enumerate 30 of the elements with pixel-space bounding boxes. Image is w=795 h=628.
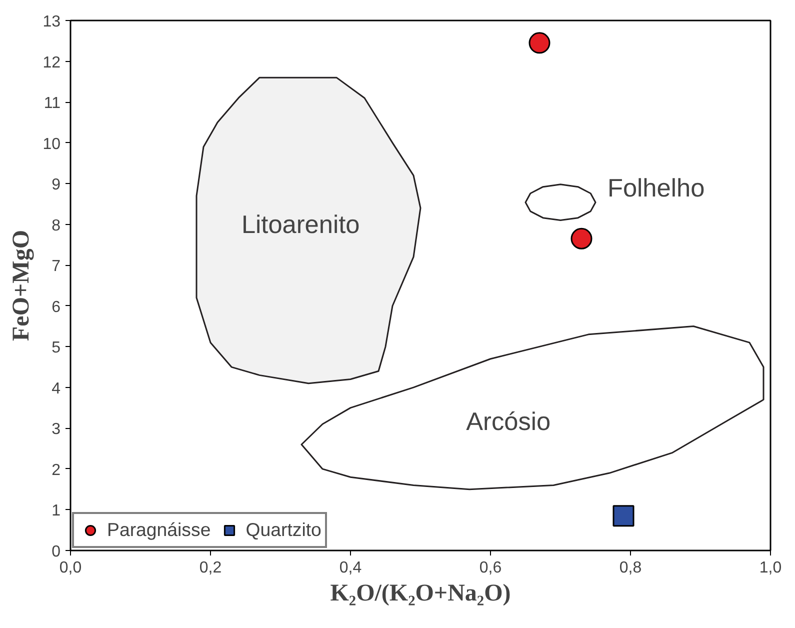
y-tick-label: 7 xyxy=(52,258,61,276)
y-tick-label: 9 xyxy=(52,176,61,194)
series-label: Arcósio xyxy=(466,408,551,436)
x-tick-label: 0,0 xyxy=(59,560,82,576)
y-tick-label: 13 xyxy=(42,14,61,30)
x-tick-label: 0,6 xyxy=(479,560,502,576)
point xyxy=(570,228,592,250)
x-tick-label: 0,4 xyxy=(339,560,362,576)
y-tick-label: 0 xyxy=(52,544,61,560)
legend-label: Quartzito xyxy=(246,519,322,541)
y-tick-label: 11 xyxy=(44,95,61,112)
x-tick-label: 1,0 xyxy=(759,560,782,576)
y-tick-label: 4 xyxy=(52,380,61,398)
legend-label: Paragnáisse xyxy=(107,519,211,541)
point xyxy=(528,32,550,54)
x-tick-label: 0,8 xyxy=(619,560,642,576)
y-tick-label: 12 xyxy=(42,54,61,72)
x-axis-title: K₂O/(K₂O+Na₂O) xyxy=(330,580,511,606)
series-label: Folhelho xyxy=(608,174,705,202)
y-axis-title: FeO+MgO xyxy=(8,230,35,341)
y-tick-label: 1 xyxy=(52,502,61,520)
y-tick-label: 6 xyxy=(52,298,61,316)
y-tick-label: 8 xyxy=(52,217,61,234)
y-tick-label: 10 xyxy=(42,136,61,153)
y-tick-label: 5 xyxy=(52,340,61,357)
series-label: Litoarenito xyxy=(241,210,360,239)
y-tick-label: 3 xyxy=(52,421,61,438)
y-tick-label: 2 xyxy=(52,462,61,479)
point xyxy=(612,505,634,527)
x-tick-label: 0,2 xyxy=(199,560,222,576)
